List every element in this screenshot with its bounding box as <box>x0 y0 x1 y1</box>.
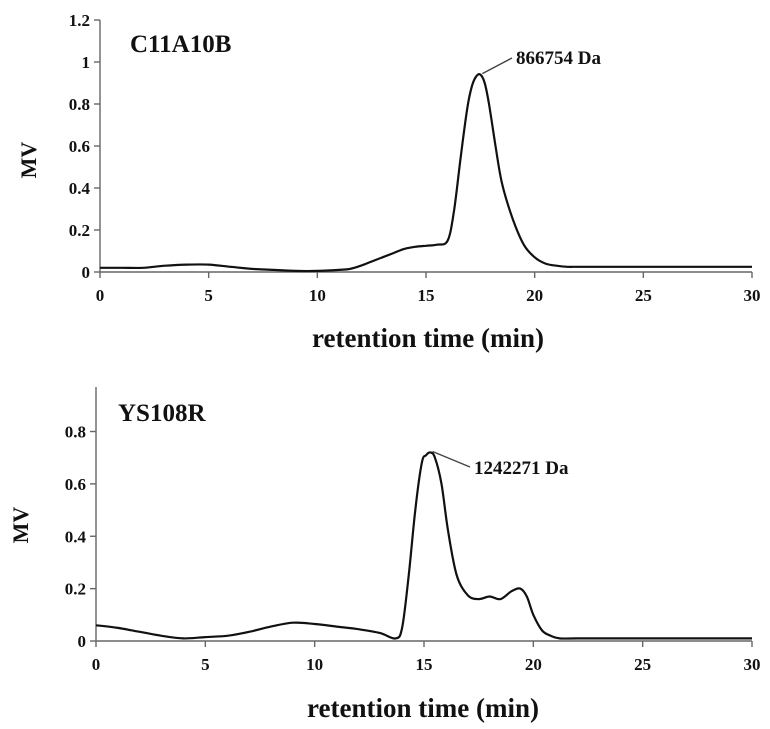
x-tick-label: 5 <box>204 286 213 305</box>
annotation-leader-line <box>432 450 471 468</box>
x-tick-label: 25 <box>635 286 652 305</box>
y-tick-label: 0.4 <box>69 179 91 198</box>
peak-annotation: 1242271 Da <box>474 458 569 479</box>
x-tick-label: 10 <box>309 286 326 305</box>
y-tick-label: 0.6 <box>65 475 86 494</box>
x-tick-label: 15 <box>416 655 433 674</box>
x-tick-label: 15 <box>418 286 435 305</box>
x-tick-label: 10 <box>306 655 323 674</box>
x-tick-label: 0 <box>92 655 101 674</box>
chromatogram-line <box>100 73 752 273</box>
y-tick-label: 0.8 <box>65 423 86 442</box>
y-tick-label: 0.2 <box>69 221 90 240</box>
x-tick-label: 30 <box>744 655 761 674</box>
chart-panel-ys108r: YS108R MV retention time (min) 1242271 D… <box>8 387 761 723</box>
x-axis-label: retention time (min) <box>307 693 539 723</box>
x-tick-label: 20 <box>526 286 543 305</box>
y-axis-label: MV <box>16 142 41 179</box>
chart-panel-c11a10b: C11A10B MV retention time (min) 866754 D… <box>16 11 761 353</box>
panel-title: C11A10B <box>130 31 231 58</box>
y-tick-label: 1.2 <box>69 11 90 30</box>
x-axis-label: retention time (min) <box>312 323 544 353</box>
annotation-leader-line <box>482 57 513 75</box>
y-tick-label: 0 <box>82 263 91 282</box>
peak-annotation: 866754 Da <box>516 48 601 69</box>
panel-title: YS108R <box>118 400 206 427</box>
chromatogram-line <box>95 451 752 640</box>
x-tick-label: 0 <box>96 286 105 305</box>
x-tick-label: 25 <box>634 655 651 674</box>
x-tick-label: 30 <box>744 286 761 305</box>
y-tick-label: 0.4 <box>65 527 87 546</box>
y-tick-label: 0.6 <box>69 137 90 156</box>
y-tick-label: 1 <box>82 53 91 72</box>
x-tick-label: 20 <box>525 655 542 674</box>
y-tick-label: 0 <box>78 632 87 651</box>
y-tick-label: 0.8 <box>69 95 90 114</box>
y-tick-label: 0.2 <box>65 580 86 599</box>
x-tick-label: 5 <box>201 655 210 674</box>
y-axis-label: MV <box>8 507 33 544</box>
